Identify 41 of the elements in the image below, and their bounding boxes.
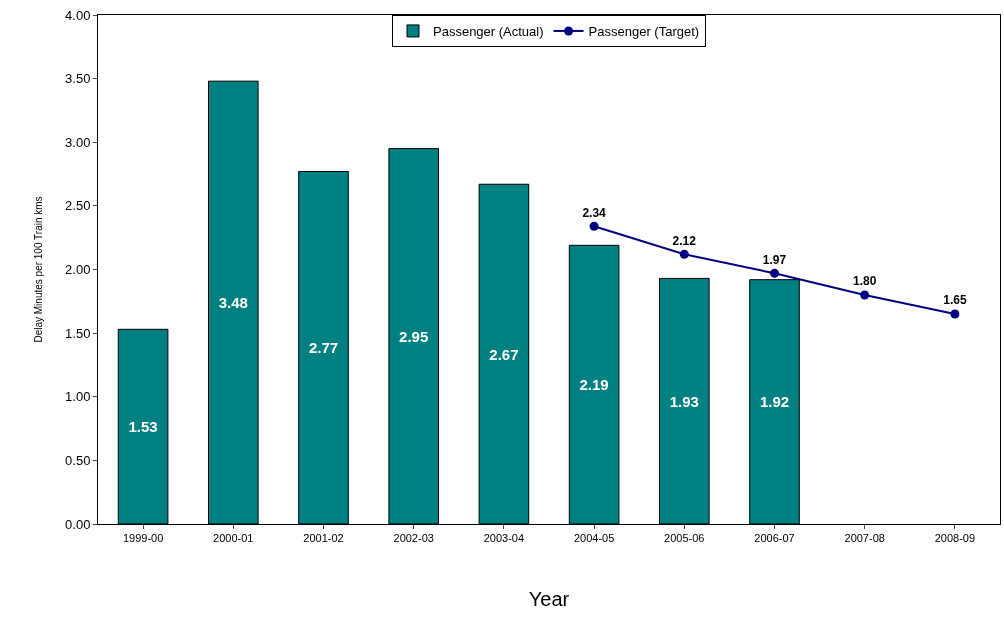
data-label: 2.67: [489, 345, 519, 363]
y-tick-label: 0.00: [65, 516, 91, 532]
point: [950, 309, 960, 319]
y-tick-label: 3.50: [65, 71, 91, 87]
point: [589, 221, 599, 231]
x-tick-label: 2007-08: [844, 532, 885, 545]
data-label: 1.53: [128, 418, 158, 436]
data-label: 2.95: [399, 327, 429, 345]
y-tick-label: 1.00: [65, 389, 91, 405]
y-tick-label: 4.00: [65, 7, 91, 23]
data-label: 2.34: [582, 205, 607, 220]
data-label: 2.77: [308, 339, 339, 357]
point: [770, 268, 779, 278]
x-tick-label: 2000-01: [213, 532, 254, 545]
x-tick-label: 2008-09: [934, 532, 976, 545]
y-tick-label: 2.00: [65, 262, 91, 278]
data-label: 1.80: [853, 274, 877, 289]
legend-label: Passenger (Target): [588, 24, 700, 40]
x-tick-label: 2002-03: [393, 532, 434, 545]
x-tick-label: 2004-05: [573, 532, 615, 545]
point: [860, 290, 870, 300]
x-axis-title: Year: [528, 587, 570, 610]
y-axis-title: Delay Minutes per 100 Train kms: [33, 196, 45, 343]
y-tick-label: 3.00: [65, 134, 91, 150]
x-tick-label: 2001-02: [303, 532, 344, 545]
data-label: 1.97: [762, 252, 787, 267]
data-label: 1.65: [943, 293, 967, 308]
y-tick-label: 1.50: [65, 325, 91, 341]
data-label: 1.92: [759, 393, 790, 411]
data-label: 1.93: [669, 392, 699, 410]
y-tick-label: 2.50: [65, 198, 91, 214]
data-label: 2.12: [672, 233, 697, 248]
legend-label: Passenger (Actual): [433, 24, 544, 40]
x-tick-label: 2006-07: [754, 532, 795, 545]
x-tick-label: 2005-06: [664, 532, 705, 545]
data-label: 2.19: [579, 376, 609, 394]
y-tick-label: 0.50: [65, 452, 91, 468]
x-tick-label: 1999-00: [122, 532, 164, 545]
x-tick-label: 2003-04: [483, 532, 525, 545]
point: [679, 249, 689, 259]
data-label: 3.48: [218, 294, 248, 312]
